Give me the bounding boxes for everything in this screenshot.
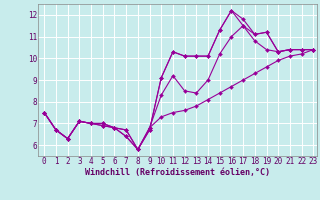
X-axis label: Windchill (Refroidissement éolien,°C): Windchill (Refroidissement éolien,°C) bbox=[85, 168, 270, 177]
